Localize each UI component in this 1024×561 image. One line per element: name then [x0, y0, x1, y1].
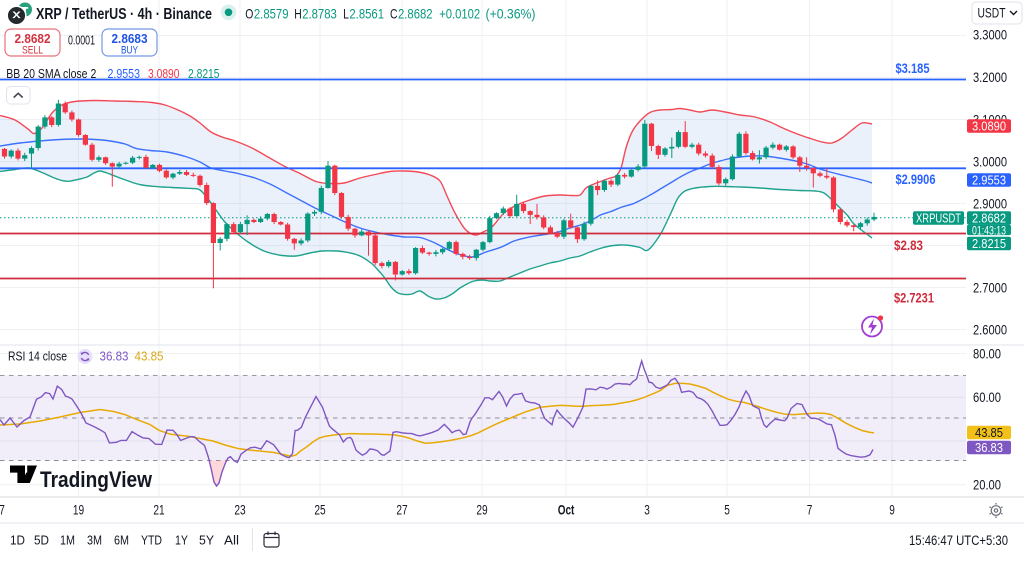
svg-text:$2.83: $2.83	[894, 238, 923, 253]
svg-text:C: C	[390, 6, 398, 22]
svg-text:$2.9906: $2.9906	[896, 172, 936, 187]
svg-text:2.8215: 2.8215	[188, 66, 220, 81]
svg-text:TradingView: TradingView	[40, 467, 153, 492]
svg-text:5: 5	[724, 503, 730, 518]
svg-text:All: All	[224, 533, 239, 548]
svg-text:2.8682: 2.8682	[398, 6, 433, 22]
svg-text:$2.7231: $2.7231	[894, 291, 934, 306]
svg-text:27: 27	[396, 503, 407, 518]
svg-text:2.8579: 2.8579	[254, 6, 289, 22]
svg-text:YTD: YTD	[141, 533, 162, 548]
svg-text:USDT: USDT	[978, 6, 1006, 21]
svg-text:23: 23	[234, 503, 245, 518]
svg-text:60.00: 60.00	[973, 390, 1001, 405]
svg-text:29: 29	[476, 503, 487, 518]
svg-text:2.7000: 2.7000	[973, 280, 1007, 295]
svg-text:1Y: 1Y	[175, 533, 188, 548]
svg-text:BB 20 SMA close 2: BB 20 SMA close 2	[6, 66, 96, 81]
svg-text:SELL: SELL	[22, 45, 43, 57]
svg-text:1M: 1M	[60, 533, 75, 548]
svg-text:2.8682: 2.8682	[15, 31, 51, 46]
svg-text:2.6000: 2.6000	[973, 322, 1007, 337]
svg-text:43.85: 43.85	[975, 425, 1003, 440]
svg-text:25: 25	[314, 503, 325, 518]
svg-text:BUY: BUY	[121, 45, 138, 57]
svg-text:2.9000: 2.9000	[973, 196, 1007, 211]
svg-text:+0.0102: +0.0102	[439, 6, 480, 22]
svg-text:36.83: 36.83	[975, 440, 1003, 455]
svg-text:80.00: 80.00	[973, 346, 1001, 361]
svg-text:RSI 14 close: RSI 14 close	[8, 349, 67, 364]
svg-text:2.8215: 2.8215	[972, 236, 1006, 251]
svg-text:3.0890: 3.0890	[148, 66, 180, 81]
svg-text:0.0001: 0.0001	[68, 33, 95, 48]
svg-text:01:43:13: 01:43:13	[972, 223, 1006, 237]
svg-text:(+0.36%): (+0.36%)	[486, 6, 536, 22]
svg-text:7: 7	[807, 503, 813, 518]
svg-text:3M: 3M	[87, 533, 102, 548]
svg-text:3.2000: 3.2000	[973, 70, 1007, 85]
svg-text:$3.185: $3.185	[896, 61, 930, 76]
svg-text:L: L	[343, 6, 349, 22]
svg-text:3.3000: 3.3000	[973, 27, 1007, 42]
svg-text:H: H	[294, 6, 302, 22]
svg-text:7: 7	[0, 503, 5, 518]
svg-text:5Y: 5Y	[199, 533, 214, 548]
svg-text:2.9553: 2.9553	[108, 66, 141, 81]
svg-text:2.8683: 2.8683	[112, 31, 148, 46]
svg-text:19: 19	[73, 503, 84, 518]
svg-text:21: 21	[153, 503, 164, 518]
svg-text:1D: 1D	[10, 533, 25, 548]
svg-text:XRPUSDT: XRPUSDT	[916, 211, 961, 226]
svg-text:2.9553: 2.9553	[972, 173, 1006, 188]
svg-text:XRP / TetherUS · 4h · Binance: XRP / TetherUS · 4h · Binance	[36, 6, 212, 23]
svg-text:9: 9	[889, 503, 895, 518]
svg-text:3.0890: 3.0890	[972, 119, 1006, 134]
svg-text:43.85: 43.85	[135, 349, 164, 364]
svg-text:2.8682: 2.8682	[972, 211, 1006, 226]
svg-text:2.8783: 2.8783	[302, 6, 337, 22]
svg-text:3: 3	[644, 503, 650, 518]
svg-text:15:46:47 UTC+5:30: 15:46:47 UTC+5:30	[909, 533, 1008, 548]
svg-text:20.00: 20.00	[973, 478, 1001, 493]
svg-text:Oct: Oct	[558, 503, 575, 518]
svg-text:36.83: 36.83	[100, 349, 129, 364]
svg-text:2.8561: 2.8561	[349, 6, 384, 22]
svg-text:O: O	[245, 6, 253, 22]
svg-text:3.0000: 3.0000	[973, 154, 1007, 169]
svg-text:5D: 5D	[34, 533, 49, 548]
svg-text:6M: 6M	[114, 533, 129, 548]
